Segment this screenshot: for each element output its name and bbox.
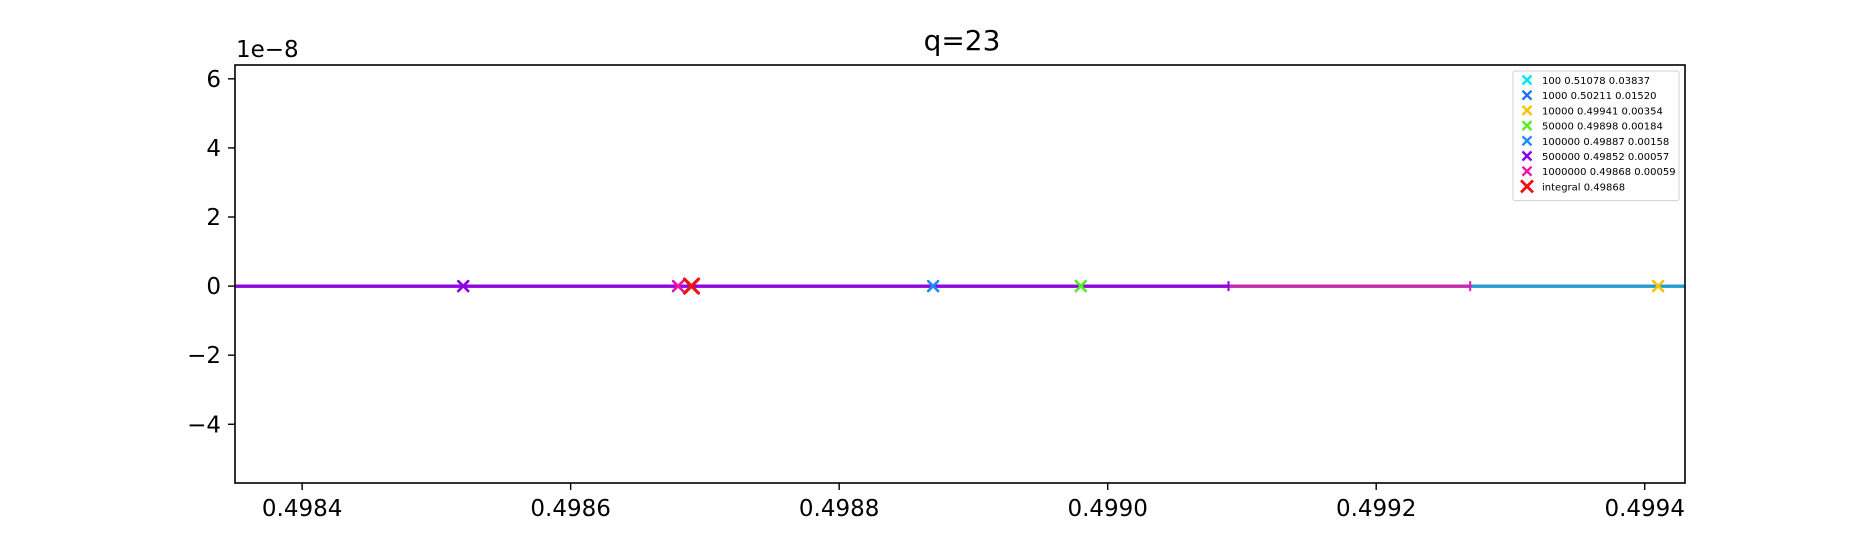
x-axis: 0.4984 0.4986 0.4988 0.4990 0.4992 0.4994	[262, 483, 1685, 522]
legend-label: 50000 0.49898 0.00184	[1542, 122, 1663, 133]
data-point	[671, 279, 685, 293]
legend-label: 500000 0.49852 0.00057	[1542, 152, 1669, 163]
legend-marker	[1521, 135, 1533, 147]
chart-title: q=23	[924, 24, 1001, 57]
y-tick-label: 0	[206, 274, 221, 300]
data-point	[456, 279, 470, 293]
legend-label: 10000 0.49941 0.00354	[1542, 106, 1663, 117]
data-point	[1074, 279, 1088, 293]
x-tick-label: 0.4984	[262, 496, 342, 522]
legend-marker	[1521, 165, 1533, 177]
x-tick-label: 0.4994	[1604, 496, 1684, 522]
x-tick-label: 0.4992	[1336, 496, 1416, 522]
y-offset-label: 1e−8	[236, 37, 299, 63]
legend-marker	[1521, 120, 1533, 131]
data-point	[682, 277, 701, 295]
y-tick-label: 4	[206, 136, 221, 162]
series-group	[235, 277, 1685, 295]
legend-label: 100000 0.49887 0.00158	[1542, 137, 1669, 148]
plot-area	[235, 277, 1685, 295]
legend-label: 100 0.51078 0.03837	[1542, 76, 1650, 87]
legend-marker	[1521, 74, 1533, 86]
y-tick-label: −4	[187, 412, 221, 438]
data-point	[926, 279, 940, 293]
legend-label: 1000000 0.49868 0.00059	[1542, 167, 1676, 178]
legend-marker	[1521, 150, 1533, 162]
legend-label: 1000 0.50211 0.01520	[1542, 91, 1657, 102]
y-axis: 6 4 2 0 −2 −4	[187, 67, 235, 438]
y-tick-label: 6	[206, 67, 221, 93]
x-tick-label: 0.4986	[530, 496, 610, 522]
y-tick-label: −2	[187, 343, 221, 369]
legend-label: integral 0.49868	[1542, 182, 1625, 193]
legend-marker	[1521, 89, 1533, 101]
x-tick-label: 0.4988	[799, 496, 879, 522]
legend-marker	[1521, 105, 1533, 116]
x-tick-label: 0.4990	[1067, 496, 1147, 522]
data-point	[1651, 279, 1665, 293]
legend-box	[1512, 70, 1680, 202]
y-tick-label: 2	[206, 205, 221, 231]
plot-frame	[234, 64, 1686, 484]
legend-marker	[1520, 179, 1534, 194]
legend: 100 0.51078 0.03837 1000 0.50211 0.01520 1…	[1512, 70, 1680, 202]
